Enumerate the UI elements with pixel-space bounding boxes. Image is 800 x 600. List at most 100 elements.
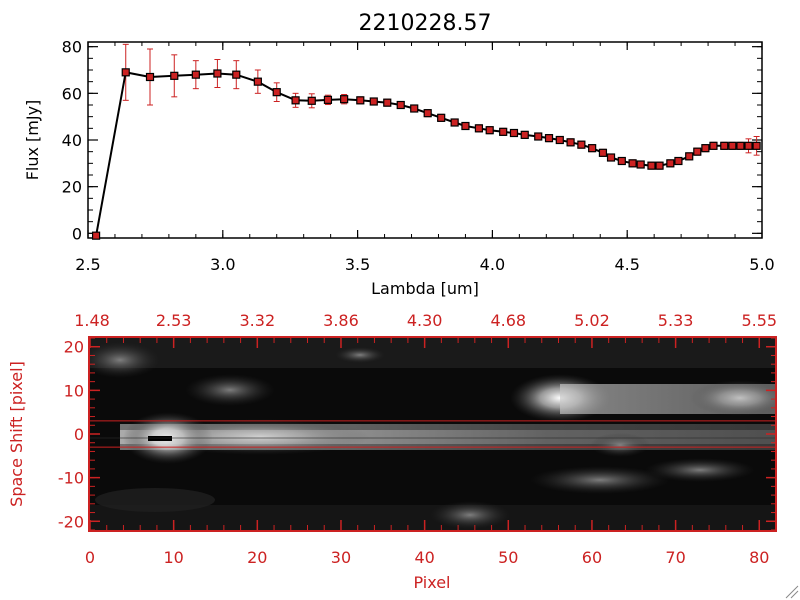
spectrum-point: [272, 88, 281, 97]
spectrum-plot-frame: [87, 41, 763, 239]
image-top-tick-label: 1.48: [74, 311, 110, 330]
spectrum-point: [628, 159, 637, 168]
image-x-tick-label: 20: [247, 548, 267, 567]
spectrum-x-tick-label: 4.0: [480, 255, 505, 274]
spectrum-point: [566, 138, 575, 147]
spectrum-point: [383, 98, 392, 107]
spectrum-y-tick-label: 0: [72, 224, 82, 243]
spectrum-y-tick-labels: 0 20 40 60 80: [62, 38, 82, 244]
spectrum-point: [437, 113, 446, 122]
spectrum-point: [655, 161, 664, 170]
spectrum-point: [544, 134, 554, 143]
image-x-tick-label: 80: [749, 548, 769, 567]
spectrum-point: [323, 95, 333, 104]
spectrum-point: [598, 148, 608, 157]
spectrum-point: [709, 141, 718, 150]
spectrum-point: [253, 77, 262, 86]
image-top-tick-label: 2.53: [156, 311, 192, 330]
spectrum-point: [232, 70, 241, 79]
image-top-tick-label: 3.86: [323, 311, 359, 330]
spectrum-point: [752, 141, 761, 150]
spectrum-point: [577, 140, 586, 149]
spectrum-point: [647, 161, 656, 170]
spectrum-y-tick-label: 40: [62, 131, 82, 150]
image-y-tick-label: -20: [58, 512, 84, 531]
spectrum-point: [121, 68, 130, 77]
spectrum-point: [588, 144, 597, 153]
spectrum-x-tick-label: 5.0: [749, 255, 774, 274]
spectrum-point: [340, 95, 349, 104]
spectrum-point: [701, 144, 710, 153]
spectrum-point: [555, 135, 564, 145]
spectrum-point: [636, 160, 645, 169]
image-x-tick-label: 60: [582, 548, 602, 567]
image-x-tick-label: 30: [331, 548, 351, 567]
spectrum-point: [736, 141, 745, 150]
image-y-tick-labels: -20 -10 0 10 20: [58, 338, 84, 532]
image-x-tick-label: 50: [498, 548, 518, 567]
image-y-tick-label: 10: [64, 381, 84, 400]
spectrum-point: [396, 100, 405, 110]
image-x-tick-label: 10: [163, 548, 183, 567]
spectrum-y-tick-label: 60: [62, 84, 82, 103]
image-top-tick-label: 3.32: [240, 311, 276, 330]
image-x-tick-label: 0: [85, 548, 95, 567]
spectral-image: [90, 338, 776, 530]
spectrum-y-tick-label: 20: [62, 178, 82, 197]
image-top-tick-label: 4.30: [407, 311, 443, 330]
spectrum-point: [534, 132, 543, 141]
spectrum-x-axis-label: Lambda [um]: [371, 279, 479, 298]
chart-title: 2210228.57: [359, 11, 492, 36]
spectrum-point: [666, 159, 675, 168]
spectrum-x-tick-labels: 2.5 3.0 3.5 4.0 4.5 5.0: [75, 255, 774, 274]
spectrum-point: [307, 96, 316, 105]
spectrum-ticks: [87, 42, 763, 238]
spectrum-point: [499, 127, 508, 136]
image-top-tick-label: 5.02: [574, 311, 610, 330]
image-top-tick-label: 4.68: [490, 311, 526, 330]
image-x-tick-labels: 0 10 20 30 40 50 60 70 80: [85, 548, 770, 567]
spectrum-points: [91, 68, 761, 240]
spectrum-point: [423, 109, 432, 118]
image-top-tick-label: 5.55: [741, 311, 777, 330]
spectrum-point: [744, 141, 753, 150]
spectrum-y-axis-label: Flux [mJy]: [23, 100, 42, 181]
spectrum-point: [728, 141, 737, 150]
resize-grip-icon[interactable]: [785, 585, 799, 599]
image-y-tick-label: 0: [74, 425, 84, 444]
image-x-tick-label: 40: [414, 548, 434, 567]
spectrum-point: [685, 152, 694, 161]
spectrum-x-tick-label: 4.5: [614, 255, 639, 274]
spectrum-line: [95, 71, 757, 236]
image-y-axis-label: Space Shift [pixel]: [7, 361, 26, 507]
spectrum-point: [606, 153, 616, 162]
spectrum-point: [170, 71, 179, 80]
spectrum-point: [145, 72, 155, 82]
image-top-tick-label: 5.33: [658, 311, 694, 330]
spectrum-point: [674, 156, 683, 166]
spectrum-point: [485, 126, 494, 135]
spectrum-point: [191, 70, 200, 79]
image-ticks: [89, 337, 777, 531]
spectrum-point: [720, 141, 729, 150]
spectrum-x-tick-label: 2.5: [75, 255, 100, 274]
image-x-axis-label: Pixel: [413, 573, 450, 592]
spectrum-point: [369, 97, 378, 106]
spectrum-point: [509, 128, 519, 138]
spectrum-x-tick-label: 3.5: [345, 255, 370, 274]
spectrum-point: [91, 231, 101, 240]
spectrum-point: [461, 121, 470, 131]
spectrum-point: [291, 96, 300, 105]
spectrum-point: [356, 96, 365, 105]
spectrum-errorbars: [122, 43, 760, 170]
spectrum-point: [213, 69, 222, 78]
spectrum-point: [520, 130, 529, 139]
spectrum-y-tick-label: 80: [62, 38, 82, 57]
spectrum-point: [693, 147, 702, 156]
spectrum-point: [617, 156, 626, 166]
image-y-tick-label: -10: [58, 469, 84, 488]
image-x-tick-label: 70: [665, 548, 685, 567]
image-y-tick-label: 20: [64, 338, 84, 357]
spectrum-point: [410, 104, 419, 113]
